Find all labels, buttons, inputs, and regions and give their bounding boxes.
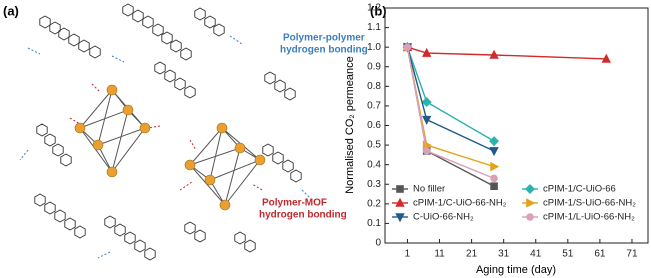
y-tick-label: 0.2	[367, 198, 381, 209]
marker	[422, 115, 432, 125]
y-tick-label: 1.1	[367, 22, 381, 33]
x-axis-title: Aging time (day)	[476, 264, 556, 276]
y-tick-label: 0.8	[367, 81, 381, 92]
y-tick-label: 0	[375, 238, 381, 249]
x-tick-label: 1	[405, 249, 411, 260]
marker	[403, 43, 412, 51]
annotation: Polymer-polymer	[283, 33, 365, 44]
y-tick-label: 1.2	[367, 3, 381, 14]
marker	[422, 47, 432, 57]
marker	[489, 49, 499, 59]
legend-label: cPIM-1/S-UiO-66-NH₂	[543, 198, 636, 209]
y-tick-label: 1.0	[367, 42, 381, 53]
mof-cluster	[79, 89, 261, 206]
annotation: hydrogen bonding	[259, 210, 347, 221]
marker	[489, 147, 499, 157]
data-line	[407, 46, 607, 60]
legend-marker	[396, 185, 404, 193]
marker	[490, 182, 498, 191]
y-tick-label: 0.4	[367, 159, 381, 170]
x-tick-label: 11	[434, 249, 445, 260]
x-tick-label: 61	[594, 249, 606, 260]
legend-label: cPIM-1/C-UiO-66-NH₂	[413, 198, 507, 209]
legend-marker	[526, 213, 534, 221]
polymer-hbonds	[19, 35, 311, 259]
annotation: Polymer-MOF	[262, 198, 327, 209]
x-tick-label: 21	[466, 249, 478, 260]
x-tick-label: 31	[498, 249, 510, 260]
y-tick-label: 0.3	[367, 179, 381, 190]
y-tick-label: 0.5	[367, 140, 381, 151]
data-line	[406, 46, 495, 152]
x-tick-label: 41	[530, 249, 542, 260]
y-tick-label: 0.1	[367, 218, 381, 229]
marker	[422, 147, 431, 155]
x-tick-label: 71	[626, 249, 638, 260]
marker	[601, 53, 611, 63]
marker	[490, 174, 498, 183]
metal-nodes	[74, 84, 266, 211]
marker	[490, 161, 500, 172]
legend-marker	[526, 198, 536, 208]
legend-marker	[395, 213, 405, 223]
panel-label: (b)	[370, 3, 387, 18]
y-tick-label: 0.7	[367, 101, 381, 112]
marker	[421, 97, 432, 107]
x-tick-label: 51	[562, 249, 574, 260]
data-line	[406, 47, 495, 168]
y-axis-title: Normalised CO₂ permeance	[344, 56, 356, 194]
legend-label: cPIM-1/L-UiO-66-NH₂	[543, 212, 635, 223]
legend-label: cPIM-1/C-UiO-66	[543, 184, 616, 195]
legend-marker	[525, 184, 535, 194]
legend-marker	[395, 197, 405, 207]
y-tick-label: 0.9	[367, 61, 381, 72]
legend-label: No filler	[413, 184, 445, 195]
panel-label: (a)	[3, 3, 19, 18]
molecular-diagram	[19, 3, 311, 261]
marker	[489, 136, 500, 147]
y-tick-label: 0.6	[367, 120, 381, 131]
legend-label: C-UiO-66-NH₂	[413, 212, 474, 223]
polymer-chains	[34, 3, 302, 261]
annotation: hydrogen bonding	[280, 45, 368, 56]
